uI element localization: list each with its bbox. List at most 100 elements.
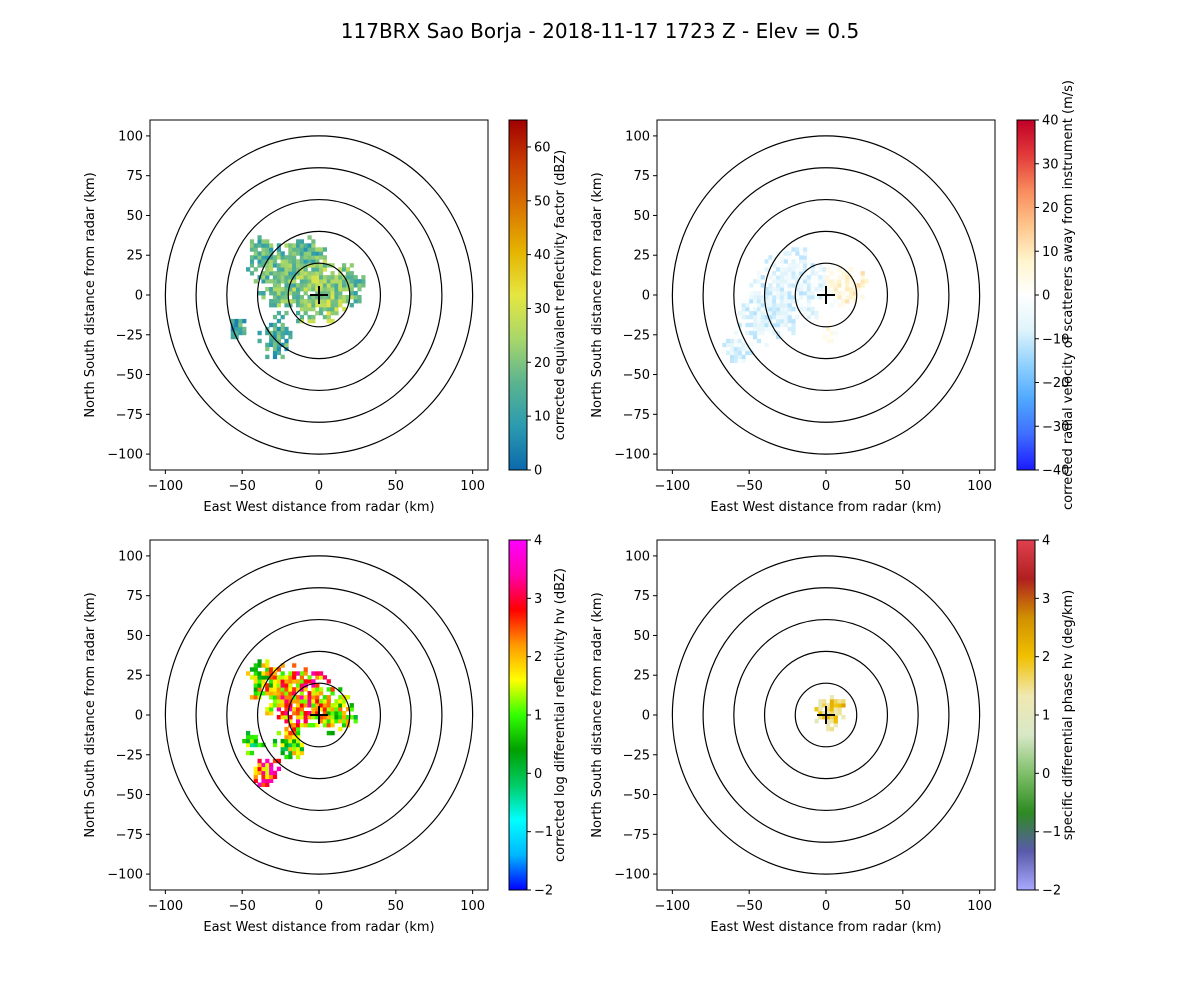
echo-cell [261,239,266,244]
echo-cell [253,691,258,696]
echo-cell [322,259,327,264]
echo-cell [833,330,838,336]
echo-cell [810,306,815,312]
echo-cell [349,279,354,284]
echo-cell [307,279,312,284]
echo-cell [829,303,834,308]
echo-cell [284,291,289,296]
echo-cell [349,263,354,268]
echo-cell [726,338,731,344]
echo-cell [311,283,316,288]
echo-cell [334,715,339,720]
echo-cell [357,283,362,288]
echo-cell [330,318,335,324]
echo-cell [303,247,308,252]
echo-cell [272,346,278,352]
echo-cell [311,263,316,268]
echo-cell [280,695,285,700]
echo-cell [284,675,289,680]
echo-cell [261,263,266,268]
colorbar-tick-label: 1 [1042,709,1050,724]
echo-cell [292,251,297,256]
echo-cell [338,275,343,280]
echo-cell [257,762,262,768]
echo-cell [288,715,293,720]
echo-cell [272,675,278,680]
echo-cell [772,291,777,296]
echo-cell [776,303,781,308]
range-ring [256,230,382,360]
echo-cell [349,707,354,712]
echo-cell [330,303,335,308]
echo-cell [768,259,773,264]
echo-cell [269,766,274,772]
echo-cell [280,711,285,716]
echo-cell [330,271,335,276]
echo-cell [783,291,788,296]
colorbar: −2 −1 0 1 2 3 4 specific differential phase hv … [1016,534,1076,899]
echo-cell [345,695,351,700]
echo-cell [280,251,285,256]
echo-cell [756,291,762,296]
echo-cell [265,711,270,716]
echo-cell [265,766,270,772]
echo-cell [733,342,738,348]
echo-cell [783,322,788,328]
echo-cell [353,275,358,280]
echo-cell [249,738,255,744]
echo-cell [787,318,792,324]
echo-cell [299,267,304,272]
echo-cell [833,719,838,724]
echo-cell [342,263,347,268]
echo-cell [799,271,804,276]
echo-cell [230,322,235,328]
echo-cell [261,291,266,296]
echo-cell [272,770,278,776]
echo-cell [280,263,285,268]
echo-cell [357,295,362,300]
echo-cell [269,247,274,252]
echo-cell [349,287,354,292]
echo-cell [272,687,278,692]
echo-cell [280,663,285,668]
echo-cell [269,770,274,776]
echo-cell [272,314,278,320]
echo-cell [280,691,285,696]
echo-cell [284,338,289,344]
echo-cell [265,667,270,672]
echo-cell [272,774,278,780]
echo-cell [265,758,270,764]
echo-cell [319,699,324,704]
echo-cell [322,723,327,728]
echo-cell [307,251,312,256]
panels: −100 −50 0 50 100−100−75−50−250255075100East… [83,80,1076,935]
echo-cell [326,695,331,700]
echo-cell [779,263,785,268]
echo-cell [253,766,258,772]
echo-cell [276,703,281,708]
echo-cell [776,283,781,288]
range-rings [671,555,981,875]
echo-cell [737,354,742,360]
range-ring [164,555,474,875]
echo-cell [249,239,255,244]
echo-cell [829,275,834,280]
echo-cell [822,699,827,704]
echo-cell [296,267,301,272]
x-tick-label: −100 [148,479,184,494]
echo-cell [330,310,335,316]
echo-cell [303,291,308,296]
echo-cell [299,695,304,700]
echo-cell [814,295,819,300]
echo-cell [829,330,834,336]
echo-cell [265,770,270,776]
echo-cell [787,263,792,268]
echo-cell [296,275,301,280]
echo-cell [760,306,765,312]
panel-top-right: −100 −50 0 50 100−100−75−50−250255075100East… [590,80,1076,515]
echo-cell [246,742,251,748]
echo-cell [257,663,262,668]
echo-cell [280,271,285,276]
echo-cell [841,279,846,284]
echo-cell [311,723,316,728]
